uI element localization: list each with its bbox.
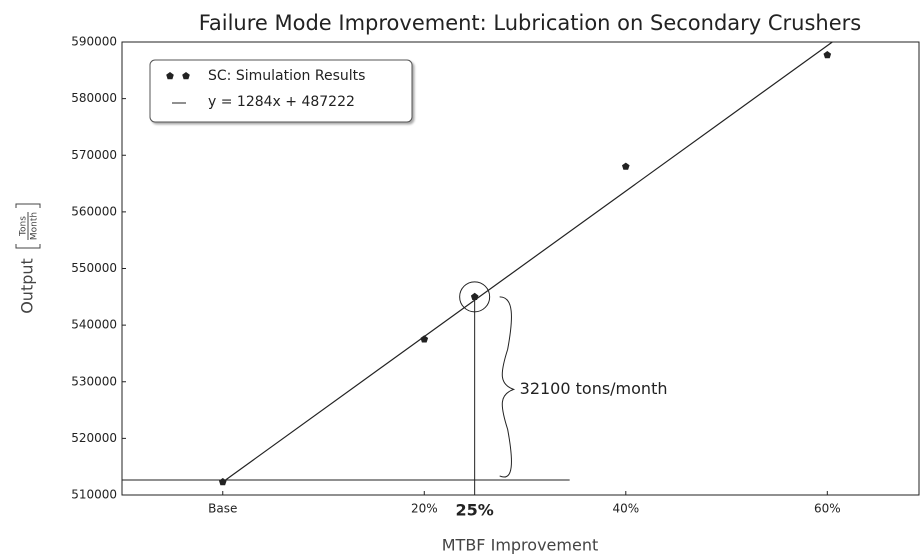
fit-line	[222, 41, 833, 483]
legend-label: SC: Simulation Results	[208, 68, 365, 84]
y-tick-label: 510000	[71, 488, 117, 502]
y-tick-label: 530000	[71, 374, 117, 388]
highlight-circle	[459, 281, 491, 313]
y-tick-label: 550000	[71, 261, 117, 275]
legend-label: y = 1284x + 487222	[208, 94, 355, 110]
y-axis-label-group: Output Tons Month	[15, 203, 41, 314]
y-tick-label: 560000	[71, 204, 117, 218]
y-tick-label: 570000	[71, 148, 117, 162]
x-tick-label: 60%	[814, 502, 841, 516]
y-axis-label: Output	[18, 258, 37, 314]
legend-marker	[182, 72, 190, 80]
y-unit-numerator: Tons	[19, 216, 29, 237]
legend-box	[149, 59, 413, 123]
x-tick-label: Base	[208, 502, 237, 516]
x-tick-label: 20%	[411, 502, 438, 516]
x-tick-label: 40%	[612, 502, 639, 516]
y-tick-label: 580000	[71, 91, 117, 105]
x-axis-label: MTBF Improvement	[442, 536, 598, 555]
brace	[499, 296, 516, 478]
y-tick-label: 540000	[71, 318, 117, 332]
data-point	[823, 51, 832, 59]
unit-brackets	[15, 203, 41, 249]
y-tick-label: 590000	[71, 35, 117, 49]
highlight-tick-label: 25%	[456, 501, 494, 520]
annotation: 32100 tons/month	[520, 379, 668, 398]
y-unit-denominator: Month	[30, 212, 40, 240]
legend-marker	[166, 72, 174, 80]
data-point	[420, 335, 429, 343]
chart-title: Failure Mode Improvement: Lubrication on…	[199, 11, 862, 35]
data-point	[622, 162, 630, 170]
y-tick-label: 520000	[71, 431, 117, 445]
